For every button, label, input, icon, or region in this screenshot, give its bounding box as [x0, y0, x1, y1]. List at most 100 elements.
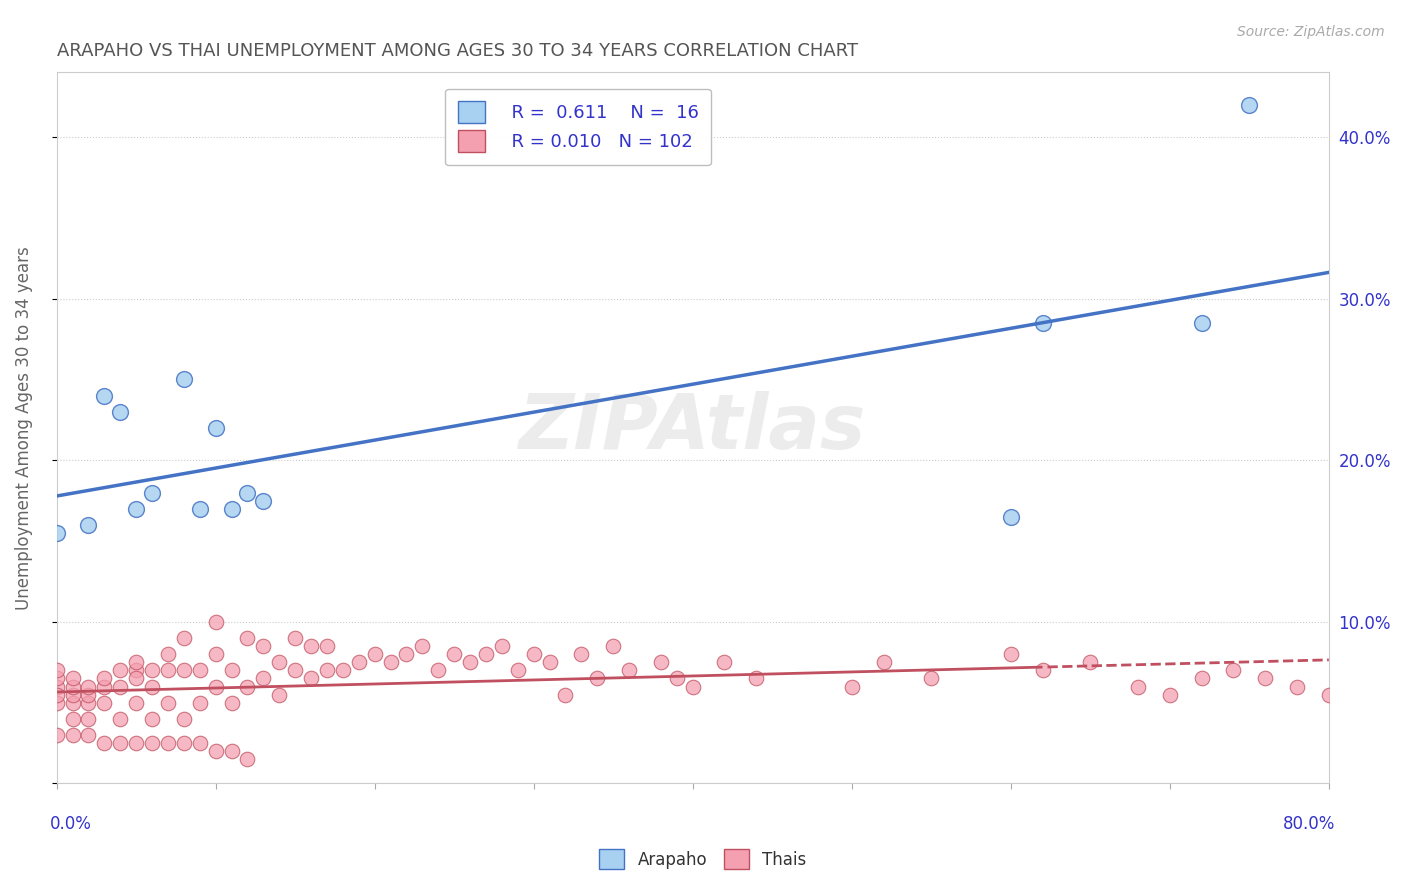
Point	[45, 680, 67, 694]
Point	[173, 372, 195, 386]
Point	[713, 655, 735, 669]
Point	[841, 680, 863, 694]
Point	[188, 736, 211, 750]
Point	[93, 389, 115, 403]
Point	[682, 680, 704, 694]
Point	[62, 728, 84, 742]
Point	[125, 736, 148, 750]
Point	[332, 664, 354, 678]
Point	[62, 712, 84, 726]
Point	[141, 736, 163, 750]
Point	[1031, 664, 1053, 678]
Point	[1159, 688, 1181, 702]
Point	[506, 664, 529, 678]
Point	[475, 647, 498, 661]
Point	[141, 485, 163, 500]
Legend: Arapaho, Thais: Arapaho, Thais	[589, 838, 817, 880]
Point	[602, 639, 624, 653]
Point	[62, 680, 84, 694]
Point	[125, 664, 148, 678]
Point	[554, 688, 576, 702]
Point	[872, 655, 894, 669]
Point	[204, 421, 226, 435]
Point	[1191, 316, 1213, 330]
Point	[141, 680, 163, 694]
Point	[1317, 688, 1340, 702]
Point	[299, 639, 322, 653]
Point	[269, 688, 291, 702]
Point	[523, 647, 546, 661]
Point	[156, 647, 179, 661]
Point	[538, 655, 561, 669]
Text: Source: ZipAtlas.com: Source: ZipAtlas.com	[1237, 25, 1385, 39]
Point	[77, 712, 100, 726]
Point	[395, 647, 418, 661]
Point	[204, 744, 226, 758]
Point	[284, 664, 307, 678]
Point	[221, 501, 243, 516]
Point	[1222, 664, 1244, 678]
Point	[269, 655, 291, 669]
Point	[745, 672, 768, 686]
Y-axis label: Unemployment Among Ages 30 to 34 years: Unemployment Among Ages 30 to 34 years	[15, 246, 32, 610]
Point	[93, 672, 115, 686]
Point	[62, 688, 84, 702]
Point	[156, 664, 179, 678]
Point	[188, 664, 211, 678]
Point	[204, 680, 226, 694]
Point	[93, 680, 115, 694]
Point	[125, 655, 148, 669]
Point	[45, 672, 67, 686]
Text: 80.0%: 80.0%	[1282, 815, 1336, 833]
Point	[110, 736, 132, 750]
Text: ZIPAtlas: ZIPAtlas	[519, 391, 866, 465]
Point	[173, 631, 195, 645]
Point	[77, 680, 100, 694]
Point	[77, 728, 100, 742]
Point	[93, 696, 115, 710]
Point	[45, 664, 67, 678]
Point	[77, 696, 100, 710]
Point	[45, 728, 67, 742]
Point	[62, 696, 84, 710]
Point	[491, 639, 513, 653]
Point	[204, 615, 226, 629]
Point	[427, 664, 450, 678]
Point	[221, 744, 243, 758]
Point	[252, 493, 274, 508]
Point	[665, 672, 688, 686]
Point	[347, 655, 370, 669]
Point	[1239, 97, 1261, 112]
Point	[1031, 316, 1053, 330]
Point	[62, 672, 84, 686]
Point	[173, 712, 195, 726]
Point	[236, 752, 259, 766]
Point	[45, 526, 67, 541]
Point	[125, 672, 148, 686]
Point	[1000, 647, 1022, 661]
Point	[252, 639, 274, 653]
Point	[236, 485, 259, 500]
Point	[458, 655, 481, 669]
Text: 0.0%: 0.0%	[51, 815, 93, 833]
Point	[45, 696, 67, 710]
Point	[110, 664, 132, 678]
Point	[188, 696, 211, 710]
Point	[650, 655, 672, 669]
Legend:   R =  0.611    N =  16,   R = 0.010   N = 102: R = 0.611 N = 16, R = 0.010 N = 102	[446, 88, 711, 165]
Point	[204, 647, 226, 661]
Point	[1078, 655, 1101, 669]
Point	[93, 736, 115, 750]
Point	[443, 647, 465, 661]
Point	[1126, 680, 1149, 694]
Point	[45, 688, 67, 702]
Point	[569, 647, 592, 661]
Point	[221, 664, 243, 678]
Point	[316, 639, 339, 653]
Point	[188, 501, 211, 516]
Point	[156, 696, 179, 710]
Point	[236, 631, 259, 645]
Point	[236, 680, 259, 694]
Point	[411, 639, 433, 653]
Point	[363, 647, 385, 661]
